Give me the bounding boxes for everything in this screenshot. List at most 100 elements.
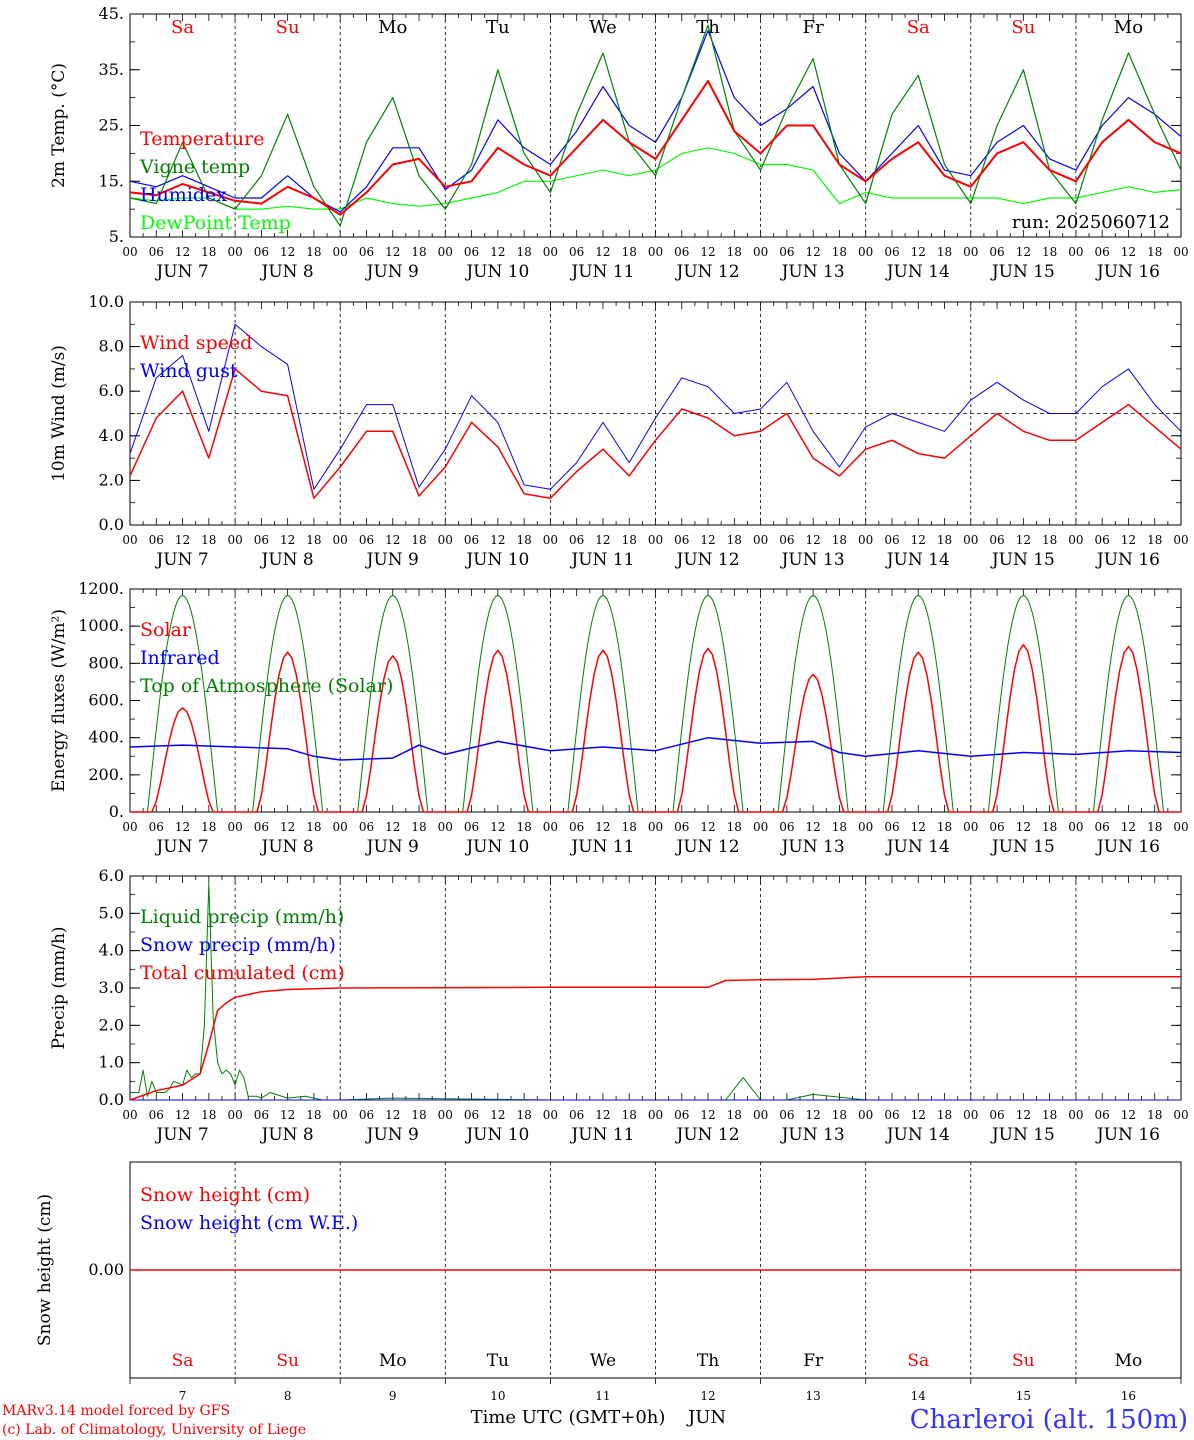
temp-hour-label: 00 <box>1173 245 1188 259</box>
precip-date-label: JUN 13 <box>780 1125 845 1145</box>
energy-hour-label: 18 <box>622 820 637 834</box>
temp-series-humidex <box>129 30 1182 213</box>
temp-series-temperature <box>129 79 1182 216</box>
temp-series-vigne-temp <box>129 24 1182 227</box>
precip-hour-label: 12 <box>1121 1108 1136 1122</box>
energy-hour-label: 06 <box>464 820 479 834</box>
wind-y-tick-label: 6.0 <box>99 381 124 400</box>
weekday-label: Sa <box>172 1351 194 1371</box>
temp-hour-label: 12 <box>1016 245 1031 259</box>
temp-hour-label: 18 <box>832 245 847 259</box>
weekday-label: Mo <box>1114 17 1143 38</box>
wind-date-label: JUN 11 <box>569 550 634 570</box>
energy-hour-label: 18 <box>1042 820 1057 834</box>
energy-date-label: JUN 9 <box>365 837 419 857</box>
temp-hour-label: 06 <box>674 245 689 259</box>
temp-y-tick-label: 15. <box>99 171 124 190</box>
energy-date-label: JUN 7 <box>154 837 208 857</box>
precip-hour-label: 00 <box>438 1108 453 1122</box>
wind-hour-label: 00 <box>648 533 663 547</box>
snow-y-axis-label: Snow height (cm) <box>35 1194 55 1346</box>
precip-hour-label: 06 <box>1095 1108 1110 1122</box>
energy-hour-label: 00 <box>753 820 768 834</box>
precip-legend-item: Total cumulated (cm) <box>140 962 345 984</box>
temp-date-label: JUN 10 <box>464 262 529 282</box>
energy-date-label: JUN 11 <box>569 837 634 857</box>
temp-legend-item: Humidex <box>140 184 227 206</box>
wind-hour-label: 06 <box>464 533 479 547</box>
temp-hour-label: 18 <box>411 245 426 259</box>
precip-hour-label: 06 <box>779 1108 794 1122</box>
energy-hour-label: 18 <box>306 820 321 834</box>
temp-hour-label: 12 <box>385 245 400 259</box>
precip-date-label: JUN 11 <box>569 1125 634 1145</box>
precip-hour-label: 06 <box>884 1108 899 1122</box>
wind-hour-label: 06 <box>1095 533 1110 547</box>
temp-hour-label: 00 <box>858 245 873 259</box>
precip-hour-label: 06 <box>569 1108 584 1122</box>
precip-date-label: JUN 7 <box>154 1125 208 1145</box>
energy-hour-label: 06 <box>989 820 1004 834</box>
temp-hour-label: 06 <box>779 245 794 259</box>
precip-hour-label: 12 <box>700 1108 715 1122</box>
temp-hour-label: 18 <box>1147 245 1162 259</box>
bottom-date-label: 14 <box>911 1389 927 1403</box>
wind-hour-label: 12 <box>700 533 715 547</box>
run-label: run: 2025060712 <box>1012 212 1170 233</box>
energy-date-label: JUN 13 <box>780 837 845 857</box>
weekday-label: Sa <box>907 17 930 38</box>
energy-hour-label: 18 <box>411 820 426 834</box>
wind-hour-label: 00 <box>227 533 242 547</box>
energy-y-axis-label: Energy fluxes (W/m²) <box>49 609 69 792</box>
precip-x-axis: 00 06 12 18 JUN 7 00 06 12 18 JUN 8 00 06 12 18 JUN 9 0… <box>122 1108 1188 1145</box>
temp-hour-label: 06 <box>464 245 479 259</box>
precip-hour-label: 00 <box>858 1108 873 1122</box>
temp-date-label: JUN 7 <box>154 262 208 282</box>
precip-date-label: JUN 10 <box>464 1125 529 1145</box>
weekday-label: Sa <box>171 17 194 38</box>
energy-hour-label: 06 <box>779 820 794 834</box>
wind-date-label: JUN 13 <box>780 550 845 570</box>
precip-hour-label: 06 <box>989 1108 1004 1122</box>
wind-hour-label: 00 <box>1068 533 1083 547</box>
energy-hour-label: 12 <box>1016 820 1031 834</box>
temp-hour-label: 12 <box>911 245 926 259</box>
precip-hour-label: 00 <box>648 1108 663 1122</box>
weekday-label: Fr <box>803 17 824 38</box>
wind-y-tick-label: 2.0 <box>99 470 124 489</box>
bottom-date-label: 11 <box>595 1389 610 1403</box>
wind-hour-label: 06 <box>779 533 794 547</box>
precip-y-tick-label: 4.0 <box>99 941 124 960</box>
energy-hour-label: 00 <box>122 820 137 834</box>
bottom-date-label: 15 <box>1016 1389 1031 1403</box>
precip-date-label: JUN 8 <box>260 1125 314 1145</box>
temp-date-label: JUN 16 <box>1095 262 1160 282</box>
temp-hour-label: 00 <box>1068 245 1083 259</box>
precip-hour-label: 12 <box>385 1108 400 1122</box>
precip-hour-label: 06 <box>359 1108 374 1122</box>
temp-x-axis: 00 06 12 18 JUN 7 00 06 12 18 JUN 8 00 06 12 18 JUN 9 0… <box>122 245 1188 282</box>
wind-hour-label: 18 <box>411 533 426 547</box>
precip-hour-label: 12 <box>490 1108 505 1122</box>
snow-legend-item: Snow height (cm) <box>140 1184 310 1206</box>
energy-hour-label: 12 <box>595 820 610 834</box>
temp-y-axis-label: 2m Temp. (°C) <box>49 63 69 188</box>
wind-hour-label: 00 <box>963 533 978 547</box>
precip-hour-label: 00 <box>122 1108 137 1122</box>
energy-hour-label: 18 <box>1147 820 1162 834</box>
temp-y-tick-label: 35. <box>99 60 124 79</box>
precip-hour-label: 06 <box>674 1108 689 1122</box>
precip-hour-label: 00 <box>543 1108 558 1122</box>
snow-legend-item: Snow height (cm W.E.) <box>140 1212 358 1234</box>
temp-hour-label: 00 <box>122 245 137 259</box>
temp-hour-label: 12 <box>1121 245 1136 259</box>
wind-panel: 0.0 2.0 4.0 6.0 8.0 10.0 10m Wind (m/s) Wind sp… <box>49 292 1182 534</box>
precip-hour-label: 18 <box>411 1108 426 1122</box>
wind-hour-label: 00 <box>122 533 137 547</box>
weekday-label: Su <box>1011 17 1035 38</box>
precip-y-tick-label: 3.0 <box>99 978 124 997</box>
temp-hour-label: 06 <box>989 245 1004 259</box>
month-label: JUN <box>686 1407 726 1428</box>
precip-hour-label: 12 <box>595 1108 610 1122</box>
energy-y-tick-label: 800. <box>88 653 124 672</box>
